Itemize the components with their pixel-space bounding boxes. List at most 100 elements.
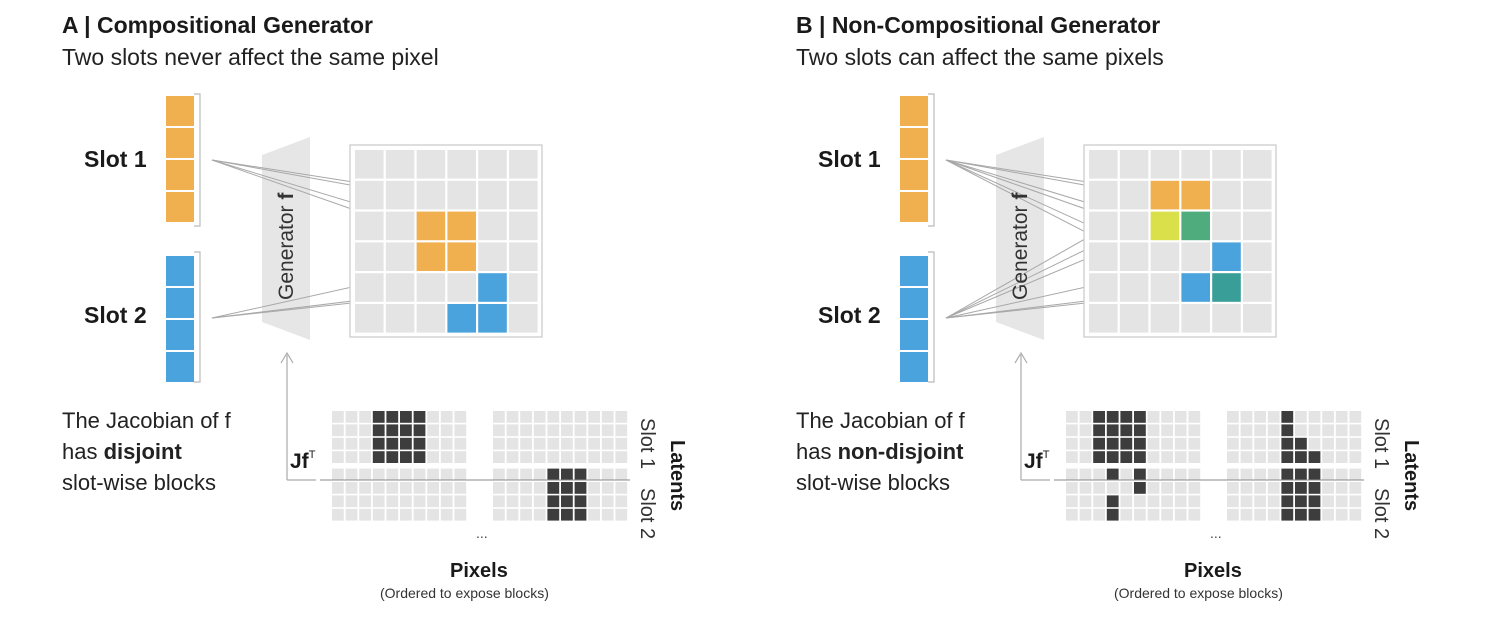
pixels-sublabel: (Ordered to expose blocks): [1114, 585, 1283, 601]
jacobian-cell: [520, 411, 532, 423]
jacobian-cell: [427, 437, 439, 450]
image-pixel-colored: [1181, 211, 1210, 241]
jacobian-nonzero-cell: [1295, 495, 1307, 508]
jacobian-cell: [332, 482, 344, 494]
image-pixel: [1150, 273, 1180, 302]
jacobian-cell: [332, 451, 344, 463]
latents-label: Latents: [1400, 440, 1422, 511]
image-pixel: [1212, 180, 1241, 210]
jacobian-nonzero-cell: [1134, 424, 1146, 437]
jacobian-cell: [1335, 468, 1348, 481]
jacobian-cell: [440, 468, 453, 481]
jacobian-cell: [1349, 451, 1362, 463]
jacobian-cell: [493, 424, 505, 437]
jacobian-cell: [588, 411, 600, 423]
jacobian-cell: [1322, 468, 1334, 481]
jacobian-nonzero-cell: [561, 508, 573, 521]
latents-label: Latents: [666, 440, 688, 511]
slot-1-bracket: [928, 93, 935, 227]
jacobian-cell: [601, 482, 614, 494]
slot-2-cell: [166, 320, 194, 350]
slot-2-cell: [900, 352, 928, 382]
jacobian-text-line-2a: has: [796, 439, 838, 464]
arrow-head-icon: [1014, 351, 1028, 364]
jacobian-cell: [400, 508, 412, 521]
jacobian-nonzero-cell: [1308, 468, 1321, 481]
image-pixel: [1243, 211, 1272, 241]
jacobian-cell: [1079, 508, 1092, 521]
jacobian-cell: [601, 468, 614, 481]
jacobian-cell: [440, 508, 453, 521]
jacobian-cell: [547, 424, 560, 437]
jacobian-cell: [1066, 495, 1078, 508]
jacobian-cell: [400, 468, 412, 481]
jacobian-nonzero-cell: [386, 424, 399, 437]
jacobian-nonzero-cell: [574, 508, 587, 521]
jacobian-nonzero-cell: [1281, 411, 1294, 423]
jacobian-cell: [601, 424, 614, 437]
jacobian-cell: [1093, 508, 1105, 521]
jacobian-nonzero-cell: [400, 424, 412, 437]
jacobian-cell: [1322, 437, 1334, 450]
jacobian-cell: [1188, 482, 1201, 494]
jacobian-cell: [1267, 424, 1280, 437]
jacobian-nonzero-cell: [574, 495, 587, 508]
jacobian-nonzero-cell: [1281, 437, 1294, 450]
jacobian-nonzero-cell: [1120, 411, 1133, 423]
jacobian-cell: [588, 495, 600, 508]
jacobian-cell: [520, 437, 532, 450]
slot-1-bracket: [194, 93, 201, 227]
jacobian-cell: [1254, 495, 1266, 508]
image-pixel: [478, 180, 507, 210]
jacobian-cell: [1254, 508, 1266, 521]
jacobian-cell: [1106, 482, 1119, 494]
jacobian-cell: [493, 411, 505, 423]
jacobian-cell: [372, 508, 385, 521]
image-pixel-colored: [478, 273, 507, 302]
jacobian-cell: [1349, 468, 1362, 481]
jacobian-cell: [1134, 495, 1146, 508]
jacobian-cell: [615, 411, 628, 423]
jacobian-cell: [588, 468, 600, 481]
jacobian-description: The Jacobian of f has disjoint slot-wise…: [62, 405, 231, 498]
jacobian-cell: [427, 451, 439, 463]
jacobian-cell: [1267, 437, 1280, 450]
jacobian-cell: [547, 437, 560, 450]
image-pixel: [1181, 304, 1210, 333]
image-pixel: [478, 150, 507, 179]
slot-2-cell: [166, 256, 194, 286]
jacobian-cell: [1349, 424, 1362, 437]
pixels-label: Pixels: [450, 560, 508, 582]
jacobian-cell: [1120, 495, 1133, 508]
jacobian-cell: [440, 451, 453, 463]
jacobian-cell: [454, 424, 467, 437]
jacobian-cell: [533, 508, 546, 521]
slot-1-vector: [900, 96, 928, 222]
jacobian-cell: [1188, 437, 1201, 450]
image-pixel: [385, 180, 415, 210]
jacobian-cell: [454, 451, 467, 463]
jacobian-cell: [561, 451, 573, 463]
jacobian-cell: [533, 468, 546, 481]
jacobian-nonzero-cell: [1295, 482, 1307, 494]
jacobian-nonzero-cell: [574, 468, 587, 481]
jacobian-cell: [1240, 508, 1253, 521]
image-pixel: [1243, 150, 1272, 179]
image-pixel: [1119, 273, 1149, 302]
jacobian-cell: [520, 495, 532, 508]
panel-title: B | Non-Compositional Generator: [796, 12, 1161, 38]
jacobian-cell: [359, 508, 371, 521]
image-pixel: [478, 242, 507, 271]
jacobian-cell: [506, 482, 519, 494]
slot-1-vector: [166, 96, 194, 222]
slot-2-cell: [900, 288, 928, 318]
jacobian-nonzero-cell: [1106, 451, 1119, 463]
jacobian-cell: [359, 482, 371, 494]
jacobian-cell: [454, 495, 467, 508]
jacobian-cell: [506, 437, 519, 450]
jacobian-cell: [1066, 451, 1078, 463]
jacobian-cell: [372, 482, 385, 494]
jacobian-cell: [1120, 468, 1133, 481]
jacobian-cell: [1267, 451, 1280, 463]
jacobian-cell: [520, 508, 532, 521]
